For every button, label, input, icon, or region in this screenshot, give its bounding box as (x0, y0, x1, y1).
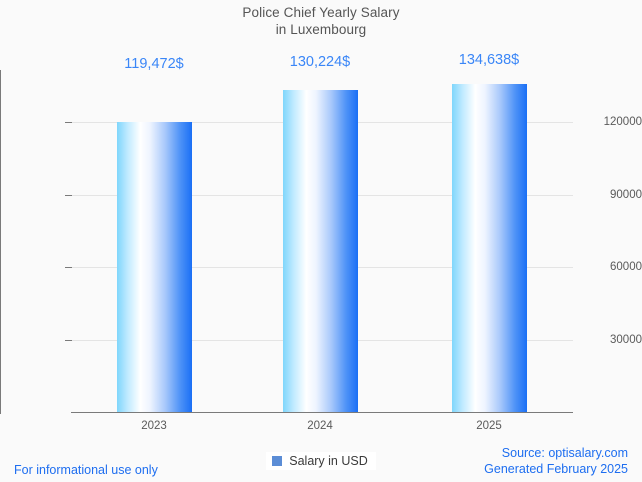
legend-item-salary-in-usd[interactable]: Salary in USD (266, 452, 376, 470)
bar-2023[interactable] (117, 122, 192, 412)
bar-value-label-2025: 134,638$ (458, 52, 520, 68)
x-tick-label-2025: 2025 (476, 420, 502, 432)
disclaimer-text: For informational use only (14, 463, 158, 477)
x-tick-label-2024: 2024 (307, 420, 333, 432)
bar-2024[interactable] (283, 90, 358, 412)
source-text: Source: optisalary.com (501, 446, 628, 460)
chart-legend: Salary in USD (0, 452, 642, 470)
legend-swatch-icon (272, 456, 283, 466)
source-block: Source: optisalary.com Generated Februar… (484, 446, 628, 477)
generated-text: Generated February 2025 (484, 461, 628, 476)
y-tick-label-60000: 60000 (610, 261, 642, 273)
bar-2025[interactable] (452, 84, 527, 412)
y-tick-label-30000: 30000 (610, 334, 642, 346)
y-tick-label-120000: 120000 (603, 116, 642, 128)
x-axis-line (71, 412, 573, 413)
y-tick-mark-120000 (65, 122, 72, 123)
chart-title-line-1: Police Chief Yearly Salary (242, 5, 400, 20)
y-tick-label-90000: 90000 (610, 189, 642, 201)
x-tick-label-2023: 2023 (141, 420, 167, 432)
bar-value-label-2024: 130,224$ (289, 54, 351, 70)
y-tick-mark-30000 (65, 340, 72, 341)
legend-label: Salary in USD (289, 454, 368, 468)
y-axis-line (0, 70, 1, 414)
chart-title: Police Chief Yearly Salary in Luxembourg (0, 4, 642, 38)
bar-value-label-2023: 119,472$ (124, 56, 184, 72)
y-tick-mark-60000 (65, 267, 72, 268)
chart-title-line-2: in Luxembourg (275, 22, 367, 37)
y-tick-mark-90000 (65, 195, 72, 196)
